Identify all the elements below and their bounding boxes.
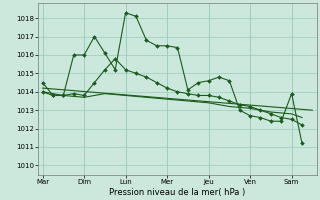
X-axis label: Pression niveau de la mer( hPa ): Pression niveau de la mer( hPa ) (109, 188, 246, 197)
